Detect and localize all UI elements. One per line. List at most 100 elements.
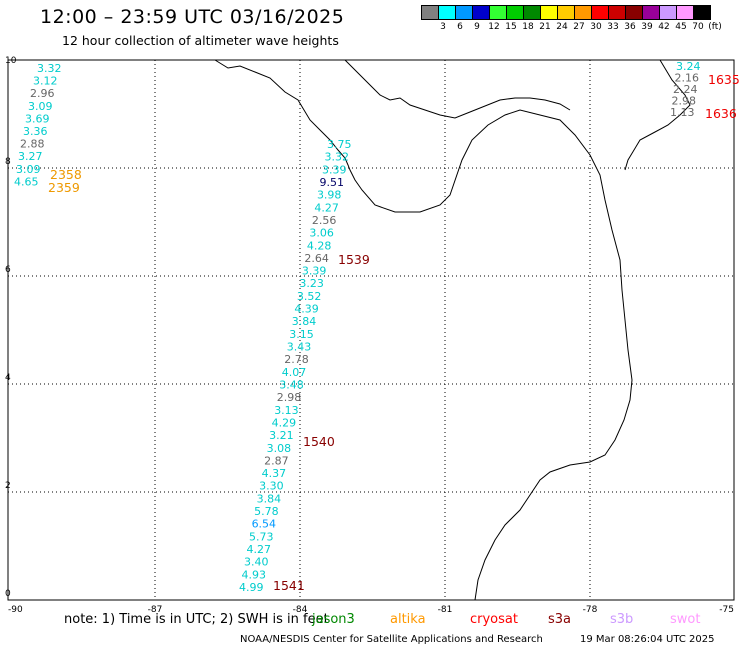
y-tick-label: 6 — [5, 265, 11, 275]
colorbar-labels: 3 6 9 12 15 18 21 24 27 30 33 36 39 42 45 70 (ft) — [422, 22, 732, 34]
wave-height-value: 2.56 — [312, 214, 337, 227]
wave-height-value: 3.09 — [16, 163, 41, 176]
colorbar-label: 42 — [658, 22, 670, 32]
wave-height-value: 3.52 — [297, 290, 322, 303]
wave-height-value: 3.24 — [676, 60, 701, 73]
wave-height-value: 3.84 — [257, 492, 282, 505]
wave-height-value: 4.37 — [262, 467, 287, 480]
wave-height-value: 4.65 — [14, 175, 39, 188]
pass-time-label: 2358 — [50, 167, 82, 182]
footer-credit: NOAA/NESDIS Center for Satellite Applica… — [240, 634, 543, 645]
wave-height-value: 3.39 — [322, 163, 347, 176]
colorbar-label: 12 — [488, 22, 500, 32]
pass-time-label: 1636 — [705, 106, 737, 121]
wave-height-value: 4.99 — [239, 581, 264, 594]
wave-height-value: 4.28 — [307, 239, 332, 252]
wave-height-value: 6.54 — [252, 518, 276, 531]
colorbar-label: 9 — [474, 22, 480, 32]
wave-height-value: 3.09 — [28, 100, 53, 113]
wave-height-value: 9.51 — [319, 176, 344, 189]
colorbar-label: 6 — [457, 22, 463, 32]
wave-height-value: 2.98 — [277, 391, 302, 404]
pass-time-label: 1635 — [708, 72, 740, 87]
wave-height-value: 3.13 — [274, 404, 299, 417]
wave-height-value: 4.93 — [242, 568, 267, 581]
legend-item-cryosat: cryosat — [470, 612, 518, 627]
colorbar-label: 36 — [624, 22, 636, 32]
colorbar-label: 15 — [505, 22, 517, 32]
wave-height-value: 2.64 — [304, 252, 329, 265]
wave-height-value: 3.23 — [299, 277, 324, 290]
footer-date: 19 Mar 08:26:04 UTC 2025 — [580, 634, 715, 645]
colorbar-label: 21 — [539, 22, 551, 32]
y-tick-label: 10 — [5, 56, 17, 66]
wave-height-value: 3.43 — [287, 341, 312, 354]
legend-item-s3b: s3b — [610, 612, 634, 627]
wave-height-value: 2.87 — [264, 454, 289, 467]
wave-height-value: 5.78 — [254, 505, 278, 518]
y-tick-label: 0 — [5, 589, 11, 599]
colorbar-label: 70 — [692, 22, 704, 32]
legend-item-jason3: jason3 — [312, 612, 355, 627]
wave-height-value: 2.88 — [20, 138, 45, 151]
wave-height-value: 3.40 — [244, 556, 269, 569]
wave-height-value: 3.48 — [279, 378, 304, 391]
colorbar-cell — [693, 5, 711, 20]
x-tick-label: -78 — [583, 605, 598, 615]
wave-height-value: 2.16 — [675, 72, 700, 85]
legend-item-swot: swot — [670, 612, 701, 627]
colorbar-label: 3 — [440, 22, 446, 32]
wave-height-value: 4.07 — [282, 366, 307, 379]
map-frame — [7, 59, 735, 601]
wave-height-value: 3.06 — [309, 227, 334, 240]
axis-labels: -90 -87 -84 -81 -78 -75 10 8 6 4 2 0 — [5, 56, 734, 615]
x-tick-label: -87 — [148, 605, 163, 615]
wave-height-value: 3.15 — [289, 328, 314, 341]
legend-item-s3a: s3a — [548, 612, 572, 627]
note-text: note: 1) Time is in UTC; 2) SWH is in fe… — [64, 612, 329, 627]
y-tick-label: 4 — [5, 373, 11, 383]
y-tick-label: 8 — [5, 157, 11, 167]
wave-height-value: 4.27 — [247, 543, 271, 556]
wave-height-value: 3.36 — [23, 125, 48, 138]
x-tick-label: -90 — [8, 605, 23, 615]
graticule — [8, 60, 734, 600]
x-tick-label: -75 — [719, 605, 734, 615]
wave-height-value: 3.69 — [25, 112, 50, 125]
map-title: 12:00 – 23:59 UTC 03/16/2025 — [40, 6, 345, 28]
wave-height-value: 3.27 — [18, 150, 43, 163]
wave-height-value: 4.39 — [294, 303, 319, 316]
wave-height-value: 3.12 — [33, 75, 58, 88]
wave-height-value: 3.98 — [317, 189, 342, 202]
colorbar — [421, 5, 711, 20]
wave-height-value: 3.08 — [267, 442, 292, 455]
wave-height-value: 4.29 — [272, 416, 297, 429]
wave-height-value: 2.96 — [30, 87, 55, 100]
legend-item-altika: altika — [390, 612, 426, 627]
wave-height-value: 2.98 — [672, 95, 697, 108]
colorbar-label: 18 — [522, 22, 534, 32]
wave-height-value: 3.21 — [269, 429, 294, 442]
wave-height-value: 3.32 — [324, 151, 349, 164]
y-tick-label: 2 — [5, 481, 11, 491]
wave-height-value: 2.24 — [673, 83, 698, 96]
wave-height-value: 2.78 — [284, 353, 309, 366]
wave-height-value: 3.39 — [302, 265, 327, 278]
wave-height-value: 4.27 — [314, 201, 339, 214]
wave-height-value: 1.13 — [670, 106, 695, 119]
pass-time-label: 1541 — [273, 578, 305, 593]
colorbar-label: 24 — [556, 22, 568, 32]
colorbar-label: 39 — [641, 22, 653, 32]
x-tick-label: -84 — [293, 605, 308, 615]
colorbar-label: 27 — [573, 22, 585, 32]
pass-time-label: 1539 — [338, 252, 370, 267]
track-right: 3.242.162.242.981.13 1635 1636 — [670, 60, 740, 121]
x-tick-label: -81 — [438, 605, 453, 615]
track-left: 3.323.122.963.093.693.362.883.273.094.65… — [14, 62, 82, 195]
wave-height-value: 3.30 — [259, 480, 284, 493]
track-central: 3.753.323.399.513.984.272.563.064.282.64… — [239, 138, 370, 594]
map-subtitle: 12 hour collection of altimeter wave hei… — [62, 33, 339, 48]
wave-height-value: 5.73 — [249, 530, 273, 543]
colorbar-label: 30 — [590, 22, 602, 32]
